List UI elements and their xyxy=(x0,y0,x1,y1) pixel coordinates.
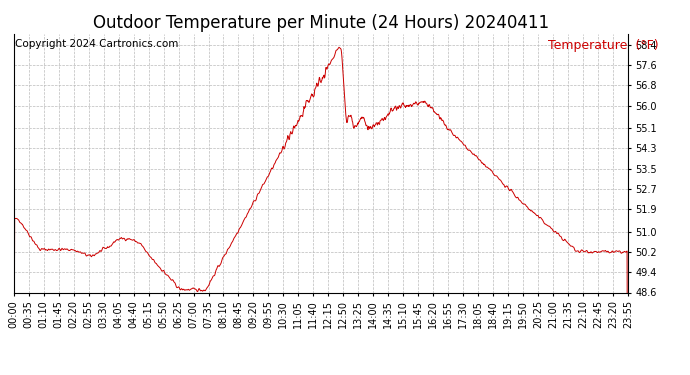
Title: Outdoor Temperature per Minute (24 Hours) 20240411: Outdoor Temperature per Minute (24 Hours… xyxy=(92,14,549,32)
Text: Copyright 2024 Cartronics.com: Copyright 2024 Cartronics.com xyxy=(15,39,179,49)
Text: Temperature  (°F): Temperature (°F) xyxy=(548,39,659,52)
